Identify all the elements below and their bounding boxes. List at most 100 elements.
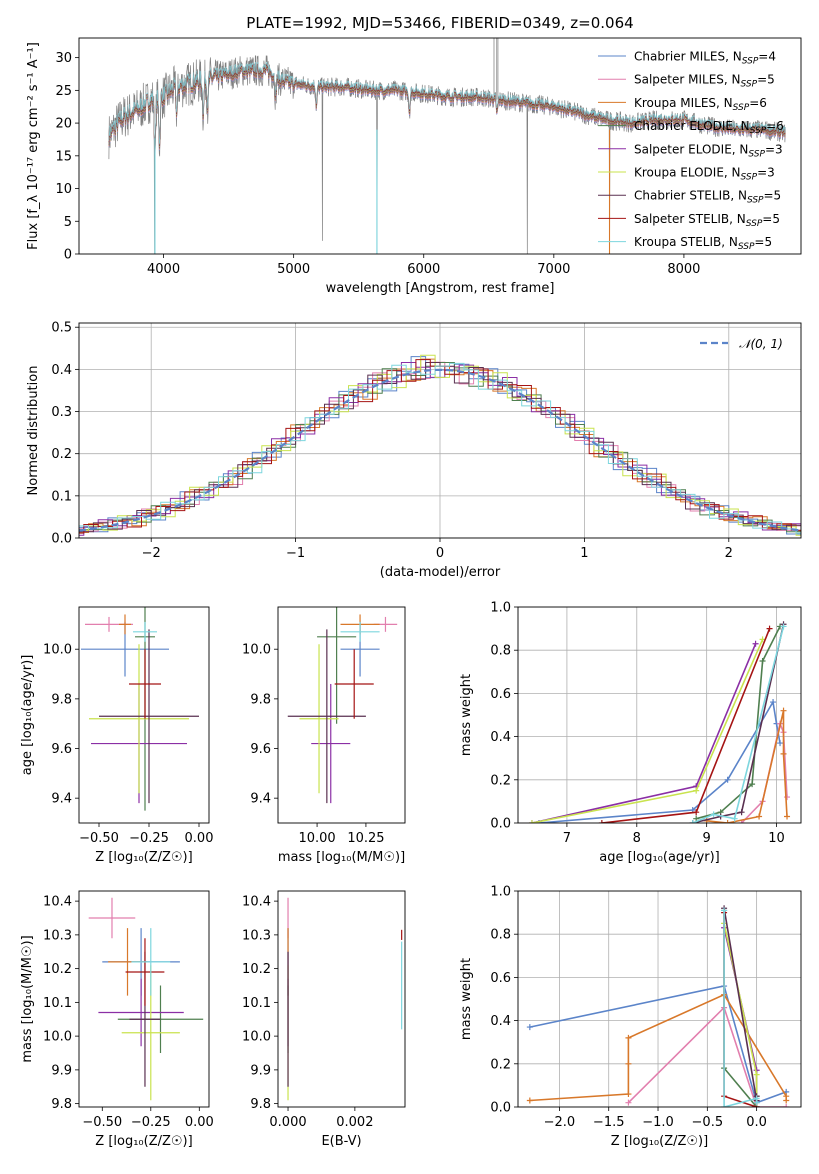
weight-marker [784,813,791,820]
x-axis-label: Z [log₁₀(Z/Z☉)] [95,850,192,865]
axes-frame [78,322,802,539]
y-tick-label: 0.4 [490,1014,511,1029]
point-8 [125,938,165,1006]
point-9 [133,621,157,642]
point-4 [317,607,357,724]
weight-marker [753,1071,760,1078]
weight-line-1 [538,699,781,823]
weight-line-7 [692,624,785,823]
y-tick-label: 9.8 [250,1097,271,1112]
weight-line-2 [627,1006,787,1107]
x-tick-label: 0.000 [269,1115,306,1130]
legend-item: Kroupa STELIB, NSSP=5 [598,235,772,252]
legend-label-sub: SSP [742,57,759,67]
x-tick-label: 0.00 [185,831,214,846]
x-tick-label: 10 [768,831,785,846]
weight-marker [724,820,731,823]
y-tick-label: 9.4 [51,792,72,807]
histogram-8 [79,359,801,534]
legend-label-tail: =3 [757,166,775,180]
x-tick-label: 2 [725,546,733,561]
x-tick-label: 10.00 [298,831,335,846]
weight-line-9 [692,626,785,823]
weight-marker [693,809,700,816]
y-tick-label: 0.2 [51,447,72,462]
axes-frame [78,890,210,1108]
x-tick-label: 1 [580,546,588,561]
point-8 [334,649,374,719]
legend-label-main: Salpeter ELODIE, N [634,142,748,156]
weight-marker [766,625,773,632]
weight-marker [753,1099,760,1106]
point-6 [89,644,189,794]
y-tick-label: 9.8 [51,1097,72,1112]
plot-area [287,607,398,804]
legend-item: Salpeter ELODIE, NSSP=3 [598,142,783,159]
histogram-7 [79,362,801,537]
y-tick-label: 15 [55,149,72,164]
y-tick-label: 10.2 [242,962,271,977]
y-tick-label: 10.0 [43,643,72,658]
x-tick-label: 9 [703,831,711,846]
y-tick-label: 0.3 [51,405,72,420]
point-7 [287,629,366,804]
legend-item: Chabrier ELODIE, NSSP=6 [598,119,784,136]
legend-label-main: Salpeter STELIB, N [634,212,746,226]
x-tick-label: 6000 [407,262,440,277]
y-tick-label: 9.8 [250,692,271,707]
y-axis-label: Normed distribution [26,366,41,496]
model-line-6 [108,63,786,159]
plot-area [518,607,801,823]
weight-marker [780,707,787,714]
legend-item: Chabrier STELIB, NSSP=5 [598,189,781,206]
legend-item: Kroupa ELODIE, NSSP=3 [598,166,775,183]
plot-area [287,897,403,1101]
point-7 [99,629,199,804]
chart-weight-vs-Z: −2.0 −1.5 −1.0 −0.5 0.0 0.0 0.2 0.4 0.6 0.8 1.0 Z [… [459,885,802,1149]
legend-label-tail: =5 [764,189,782,203]
weight-marker [752,640,759,647]
legend-label-main: Chabrier MILES, N [634,50,742,64]
y-tick-label: 10.1 [43,996,72,1011]
x-tick-label: −1.0 [642,1115,674,1130]
y-tick-label: 10.4 [43,895,72,910]
legend-label: Salpeter STELIB, NSSP=5 [634,212,780,229]
y-axis-label: mass weight [459,674,474,756]
legend-label-tail: =5 [757,73,775,87]
legend-label-main: Salpeter MILES, N [634,73,741,87]
weight-marker [783,1104,790,1107]
plot-area [79,323,801,538]
x-tick-label: −0.25 [129,831,169,846]
weight-line-4 [695,626,781,820]
weight-marker [598,820,605,823]
y-tick-label: 0.6 [490,687,511,702]
y-tick-label: 20 [55,117,72,132]
x-axis-label: wavelength [Angstrom, rest frame] [326,281,555,296]
model-line-5 [108,64,786,160]
y-tick-label: 0.5 [51,321,72,336]
gaussian-curve [79,368,801,532]
y-tick-label: 0.2 [490,1057,511,1072]
y-axis-label: Flux [f_λ 10⁻¹⁷ erg cm⁻² s⁻¹ A⁻¹] [26,42,41,250]
y-tick-label: 30 [55,51,72,66]
legend-label: Kroupa STELIB, NSSP=5 [634,235,772,252]
x-axis-label: age [log₁₀(age/yr)] [599,850,720,865]
weight-line-3 [706,710,788,823]
weight-marker [721,1104,728,1107]
weight-marker [721,907,728,914]
axes-frame [517,890,802,1108]
weight-marker [724,776,731,783]
legend-label-sub: SSP [733,103,750,113]
point-5 [98,978,184,1047]
legend-item: Salpeter STELIB, NSSP=5 [598,212,780,229]
axes-frame [78,606,210,824]
chart-age-vs-Z: −0.50 −0.25 0.00 9.4 9.6 9.8 10.0 Z [log₁₀(Z/Z☉… [20,606,214,865]
x-tick-label: 8000 [667,262,700,277]
y-tick-label: 5 [64,215,72,230]
x-tick-label: −0.50 [82,1115,122,1130]
y-tick-label: 9.9 [51,1063,72,1078]
histogram-5 [79,362,801,536]
y-tick-label: 0.0 [490,817,511,832]
x-tick-label: −2 [142,546,161,561]
weight-marker [738,809,745,816]
